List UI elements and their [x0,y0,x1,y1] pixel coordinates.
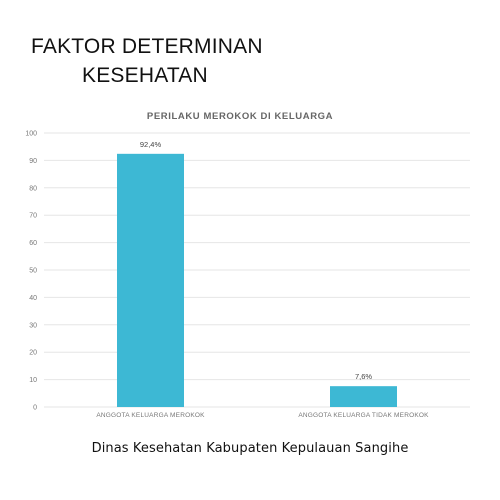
y-tick-label: 20 [29,350,37,357]
y-tick-label: 40 [29,295,37,302]
y-axis-ticks: 0 10 20 30 40 50 60 70 80 90 100 [25,131,37,412]
bar [117,153,184,407]
y-tick-label: 10 [29,377,37,384]
x-category-label: ANGGOTA KELUARGA MEROKOK [96,412,205,419]
footer-source: Dinas Kesehatan Kabupaten Kepulauan Sang… [91,441,409,456]
bar [330,386,397,407]
bar-data-label: 7,6% [355,372,372,381]
bar-chart-svg: PERILAKU MEROKOK DI KELUARGA 0 10 20 30 40 50… [25,111,470,419]
bar-chart: PERILAKU MEROKOK DI KELUARGA 0 10 20 30 40 50… [0,100,500,430]
data-labels: 92,4% 7,6% [140,140,373,381]
y-tick-label: 50 [29,268,37,275]
bars [117,153,397,407]
y-tick-label: 100 [25,131,37,138]
y-tick-label: 80 [29,185,37,192]
y-tick-label: 30 [29,322,37,329]
y-tick-label: 60 [29,240,37,247]
chart-title: PERILAKU MEROKOK DI KELUARGA [147,111,333,122]
bar-data-label: 92,4% [140,140,162,149]
y-tick-label: 70 [29,213,37,220]
gridlines [44,132,470,408]
y-tick-label: 90 [29,158,37,165]
x-axis-categories: ANGGOTA KELUARGA MEROKOK ANGGOTA KELUARGA… [96,412,429,419]
headline-line-2: KESEHATAN [82,64,208,87]
x-category-label: ANGGOTA KELUARGA TIDAK MEROKOK [298,412,429,419]
headline-line-1: FAKTOR DETERMINAN [31,35,263,58]
y-tick-label: 0 [33,405,37,412]
